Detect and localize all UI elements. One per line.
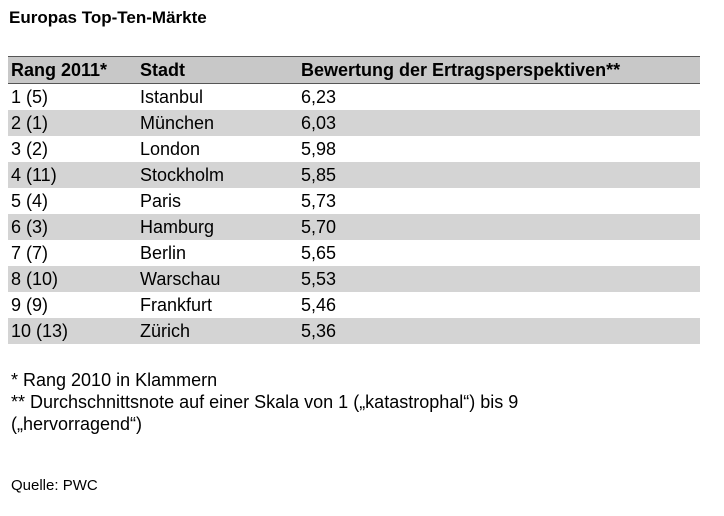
- footnote-score-scale-continued: („hervorragend“): [11, 414, 143, 434]
- cell-score: 5,70: [301, 217, 337, 237]
- table-row: 1 (5) Istanbul 6,23: [8, 84, 700, 110]
- table-row: 3 (2) London 5,98: [8, 136, 700, 162]
- table-body: 1 (5) Istanbul 6,23 2 (1) München 6,03 3 (2) Lo…: [8, 84, 700, 344]
- cell-score: 5,73: [301, 191, 337, 211]
- cell-city: Stockholm: [140, 165, 225, 185]
- cell-city: Hamburg: [140, 217, 215, 237]
- footnote-rank-2010: * Rang 2010 in Klammern: [11, 370, 218, 390]
- cell-score: 6,03: [301, 113, 337, 133]
- cell-score: 5,85: [301, 165, 337, 185]
- cell-rank: 2 (1): [11, 113, 49, 133]
- cell-score: 5,46: [301, 295, 337, 315]
- header-score: Bewertung der Ertragsperspektiven**: [301, 60, 621, 80]
- cell-rank: 1 (5): [11, 87, 49, 107]
- cell-city: Frankfurt: [140, 295, 213, 315]
- header-city: Stadt: [140, 60, 185, 80]
- table-row: 10 (13) Zürich 5,36: [8, 318, 700, 344]
- cell-score: 5,53: [301, 269, 337, 289]
- cell-city: Warschau: [140, 269, 221, 289]
- header-rank: Rang 2011*: [11, 60, 108, 80]
- source-note: Quelle: PWC: [11, 477, 98, 494]
- cell-rank: 9 (9): [11, 295, 49, 315]
- cell-rank: 10 (13): [11, 321, 69, 341]
- cell-rank: 8 (10): [11, 269, 59, 289]
- table-row: 6 (3) Hamburg 5,70: [8, 214, 700, 240]
- cell-score: 5,65: [301, 243, 337, 263]
- cell-score: 5,36: [301, 321, 337, 341]
- table-row: 2 (1) München 6,03: [8, 110, 700, 136]
- cell-rank: 5 (4): [11, 191, 49, 211]
- cell-score: 6,23: [301, 87, 337, 107]
- footnote-score-scale: ** Durchschnittsnote auf einer Skala von…: [11, 392, 519, 412]
- cell-score: 5,98: [301, 139, 337, 159]
- table-header-row: Rang 2011* Stadt Bewertung der Ertragspe…: [8, 57, 700, 84]
- table-row: 4 (11) Stockholm 5,85: [8, 162, 700, 188]
- cell-city: Paris: [140, 191, 182, 211]
- cell-rank: 4 (11): [11, 165, 57, 185]
- table-row: 7 (7) Berlin 5,65: [8, 240, 700, 266]
- table-row: 5 (4) Paris 5,73: [8, 188, 700, 214]
- ranking-table: Rang 2011* Stadt Bewertung der Ertragspe…: [8, 56, 700, 344]
- cell-city: London: [140, 139, 201, 159]
- footnotes: * Rang 2010 in Klammern ** Durchschnitts…: [11, 369, 711, 435]
- cell-city: Berlin: [140, 243, 187, 263]
- table-row: 9 (9) Frankfurt 5,46: [8, 292, 700, 318]
- cell-city: München: [140, 113, 215, 133]
- cell-rank: 7 (7): [11, 243, 49, 263]
- cell-rank: 3 (2): [11, 139, 49, 159]
- cell-rank: 6 (3): [11, 217, 49, 237]
- page-title: Europas Top-Ten-Märkte: [9, 8, 207, 27]
- cell-city: Istanbul: [140, 87, 204, 107]
- table-row: 8 (10) Warschau 5,53: [8, 266, 700, 292]
- cell-city: Zürich: [140, 321, 191, 341]
